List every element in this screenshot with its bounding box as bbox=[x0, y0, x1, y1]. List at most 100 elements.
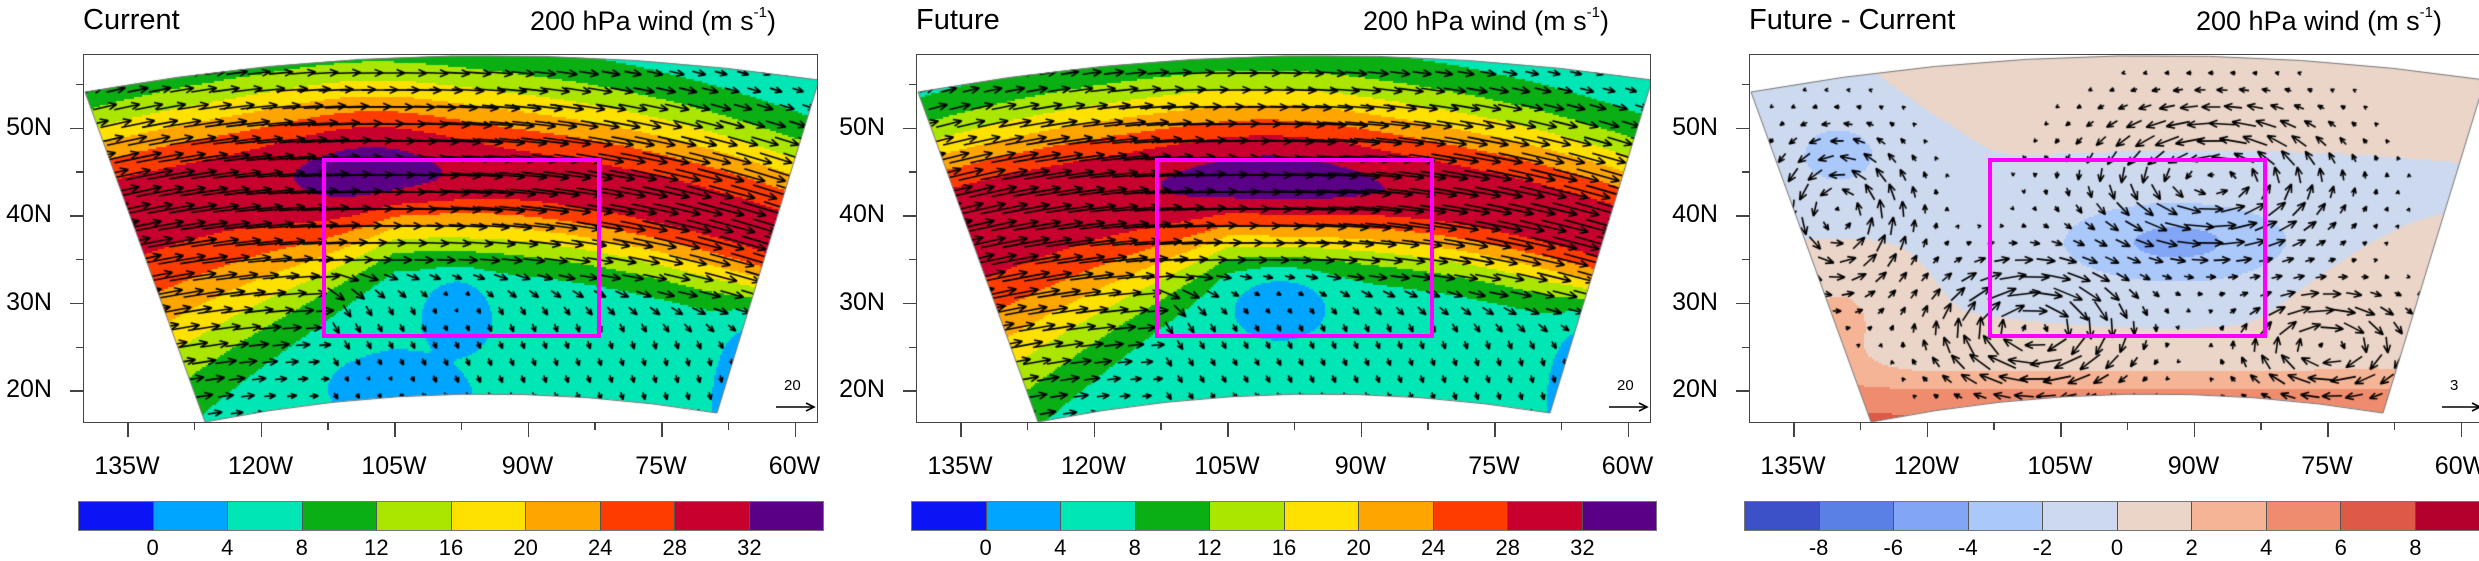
lon-tick bbox=[1227, 423, 1229, 437]
colorbar-swatch bbox=[2415, 502, 2479, 530]
lat-label: 40N bbox=[839, 200, 885, 229]
lon-tick bbox=[1293, 423, 1296, 430]
lon-label: 105W bbox=[2027, 452, 2093, 480]
lon-label: 60W bbox=[1601, 452, 1654, 480]
lat-tick bbox=[76, 83, 83, 86]
panel-title: Future - Current bbox=[1749, 4, 1956, 36]
colorbar-swatch bbox=[912, 502, 987, 530]
colorbar-swatch bbox=[1894, 502, 1969, 530]
analysis-region-box bbox=[322, 158, 601, 338]
lon-tick bbox=[527, 423, 529, 437]
lat-tick bbox=[1742, 171, 1749, 173]
colorbar-swatch bbox=[228, 502, 303, 530]
colorbar-swatch bbox=[986, 502, 1061, 530]
colorbar-label: 24 bbox=[1420, 535, 1446, 560]
colorbar-swatch bbox=[1819, 502, 1894, 530]
lon-label: 90W bbox=[501, 452, 554, 480]
lat-label: 50N bbox=[6, 112, 52, 141]
lat-tick bbox=[903, 127, 916, 129]
subtitle-superscript: -1 bbox=[753, 4, 767, 21]
subtitle-superscript: -1 bbox=[1586, 4, 1600, 21]
lon-tick bbox=[327, 423, 329, 430]
colorbar-swatch bbox=[1968, 502, 2043, 530]
lon-tick bbox=[1926, 423, 1928, 437]
panel-title: Future bbox=[916, 4, 1000, 36]
subtitle-superscript: -1 bbox=[2419, 4, 2433, 21]
colorbar-swatch bbox=[1359, 502, 1434, 530]
colorbar-swatch bbox=[600, 502, 675, 530]
colorbar-swatch bbox=[1210, 502, 1285, 530]
lon-tick bbox=[1093, 423, 1095, 437]
subtitle-end: ) bbox=[2432, 6, 2442, 36]
lat-tick bbox=[1736, 215, 1749, 217]
colorbar-swatch bbox=[526, 502, 601, 530]
speed-colorbar bbox=[911, 501, 1657, 531]
lon-tick bbox=[193, 423, 196, 430]
lat-tick bbox=[1736, 127, 1749, 129]
colorbar-label: 0 bbox=[146, 535, 159, 560]
colorbar-label: 2 bbox=[2185, 535, 2198, 560]
colorbar-swatch bbox=[2341, 502, 2416, 530]
subtitle-end: ) bbox=[766, 6, 776, 36]
colorbar-label: -8 bbox=[1808, 535, 1829, 560]
lon-label: 135W bbox=[1760, 452, 1826, 480]
wind-difference-field bbox=[1750, 55, 2479, 422]
colorbar-label: 24 bbox=[587, 535, 613, 560]
lon-label: 120W bbox=[1893, 452, 1960, 480]
colorbar-label: 32 bbox=[737, 535, 762, 560]
lat-tick bbox=[76, 171, 83, 173]
lon-label: 90W bbox=[1334, 452, 1387, 480]
lat-tick bbox=[70, 302, 83, 305]
analysis-region-box bbox=[1988, 158, 2267, 338]
lon-tick bbox=[727, 423, 730, 430]
difference-colorbar bbox=[1744, 501, 2479, 531]
subtitle-main: 200 hPa wind (m s bbox=[2196, 6, 2420, 36]
colorbar-label: 28 bbox=[1495, 535, 1521, 560]
map-frame: 20 bbox=[916, 54, 1651, 423]
colorbar-label: 28 bbox=[662, 535, 688, 560]
colorbar-label: 16 bbox=[1271, 535, 1297, 560]
lat-tick bbox=[909, 83, 916, 86]
lat-tick bbox=[903, 302, 916, 305]
lon-label: 75W bbox=[2301, 452, 2353, 480]
lon-tick bbox=[1627, 423, 1629, 437]
lon-tick bbox=[1360, 423, 1362, 437]
panel-current: Current 200 hPa wind (m s-1) 50N 40N 30N 20N 1… bbox=[0, 0, 833, 561]
lat-label: 30N bbox=[6, 287, 52, 316]
colorbar-swatch bbox=[749, 502, 823, 530]
colorbar-swatch bbox=[1745, 502, 1820, 530]
lon-tick bbox=[460, 423, 463, 430]
colorbar-swatch bbox=[2192, 502, 2267, 530]
colorbar-label: 8 bbox=[295, 535, 308, 560]
colorbar-swatch bbox=[302, 502, 377, 530]
lat-label: 40N bbox=[1672, 200, 1718, 229]
map-frame: 3 bbox=[1749, 54, 2479, 423]
lon-tick bbox=[2460, 423, 2462, 437]
reference-vector-arrow bbox=[774, 400, 817, 419]
lon-label: 120W bbox=[1060, 452, 1127, 480]
lat-tick bbox=[1742, 258, 1749, 261]
subtitle-end: ) bbox=[1599, 6, 1609, 36]
colorbar-swatch bbox=[1284, 502, 1359, 530]
colorbar-label: 12 bbox=[364, 535, 389, 560]
map-frame: 20 bbox=[83, 54, 818, 423]
colorbar-label: 0 bbox=[2110, 535, 2124, 560]
colorbar-swatch bbox=[1582, 502, 1656, 530]
colorbar-swatch bbox=[1433, 502, 1508, 530]
lat-tick bbox=[903, 390, 916, 392]
colorbar-label: 8 bbox=[1128, 535, 1141, 560]
panel-title: Current bbox=[83, 4, 180, 36]
reference-vector-label: 20 bbox=[1617, 377, 1634, 394]
colorbar-label: 4 bbox=[1054, 535, 1067, 560]
lat-tick bbox=[903, 215, 916, 217]
lat-label: 30N bbox=[1672, 287, 1718, 316]
lat-tick bbox=[1742, 83, 1749, 86]
lat-tick bbox=[1742, 346, 1749, 348]
colorbar-label: 4 bbox=[2260, 535, 2273, 560]
colorbar-label: -2 bbox=[2032, 535, 2053, 560]
colorbar-label: 12 bbox=[1197, 535, 1222, 560]
colorbar-label: 0 bbox=[979, 535, 992, 560]
lon-tick bbox=[594, 423, 596, 430]
lat-label: 50N bbox=[1672, 112, 1718, 141]
reference-vector-label: 20 bbox=[784, 377, 801, 394]
